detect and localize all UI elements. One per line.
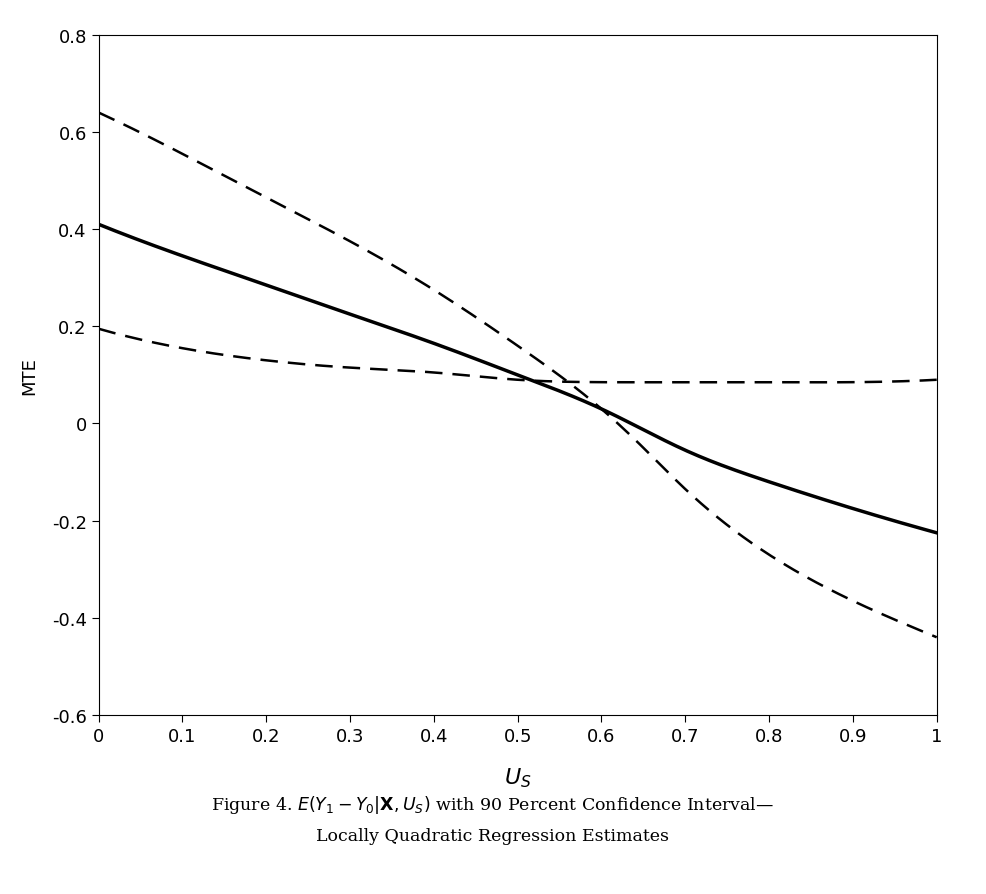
Text: Locally Quadratic Regression Estimates: Locally Quadratic Regression Estimates <box>317 828 669 844</box>
Text: Figure 4. $E(Y_1 - Y_0|\mathbf{X}, U_S)$ with 90 Percent Confidence Interval—: Figure 4. $E(Y_1 - Y_0|\mathbf{X}, U_S)$… <box>211 794 775 815</box>
X-axis label: $U_S$: $U_S$ <box>504 766 531 789</box>
Y-axis label: MTE: MTE <box>20 357 37 394</box>
